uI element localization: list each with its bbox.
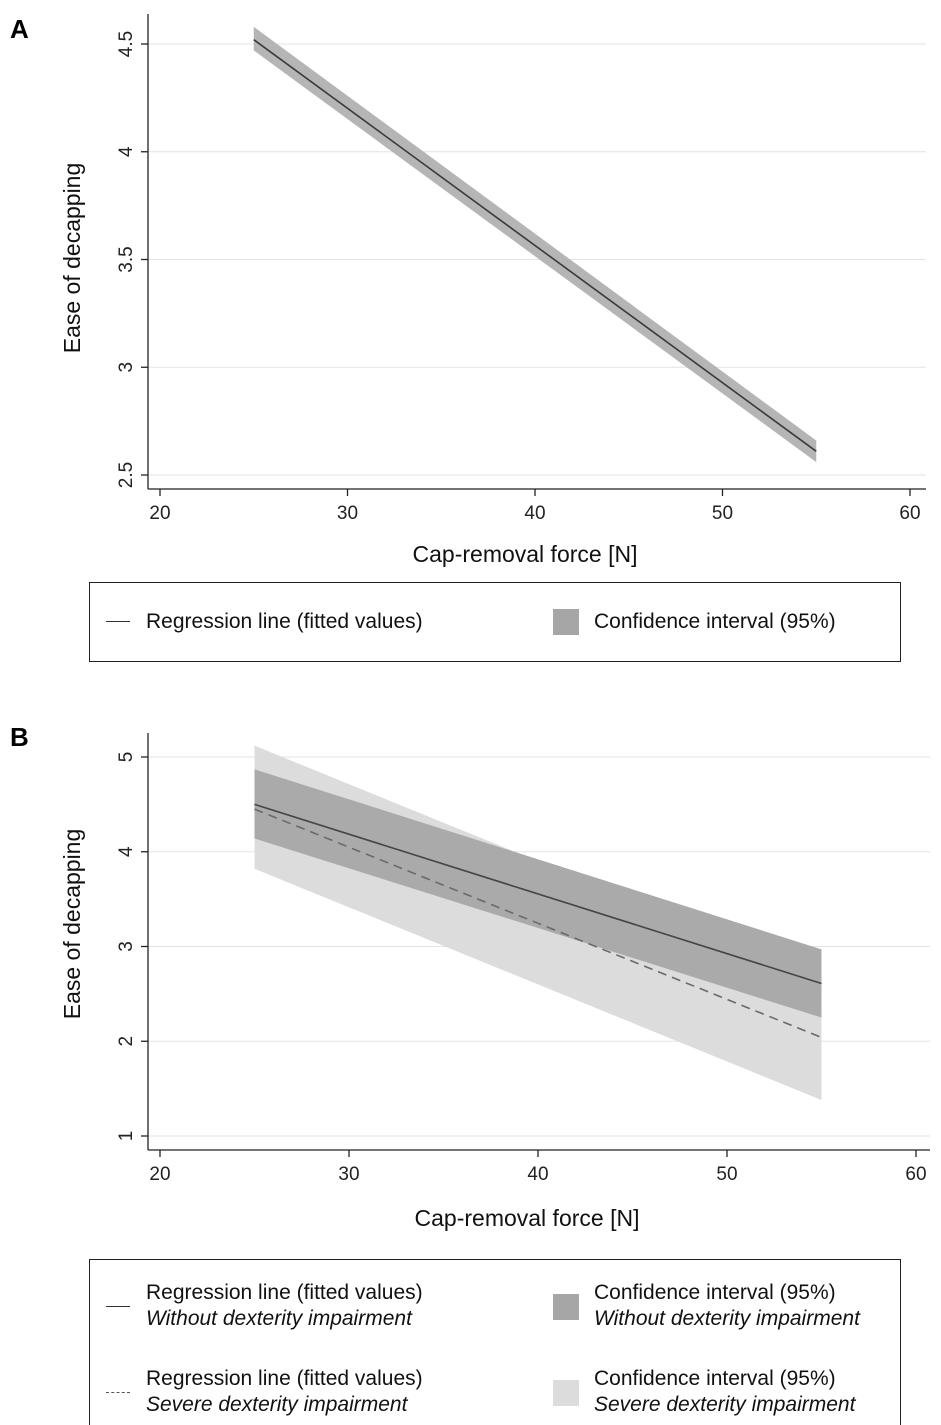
x-tick-label: 40	[524, 503, 545, 524]
legend-a-item-regression: Regression line (fitted values)	[104, 609, 423, 635]
y-axis-title: Ease of decapping	[59, 163, 85, 354]
x-tick-label: 30	[338, 1164, 359, 1185]
y-tick-label: 1	[116, 1131, 137, 1142]
y-tick-label: 3	[116, 362, 137, 373]
x-tick-label: 60	[905, 1164, 926, 1185]
confidence-band	[253, 26, 817, 463]
legend-b-label-regression-severe: Regression line (fitted values)	[146, 1367, 423, 1390]
legend-b-item-regression-severe: Regression line (fitted values) Severe d…	[104, 1366, 423, 1418]
x-tick-label: 60	[899, 503, 920, 524]
x-tick-label: 30	[337, 503, 358, 524]
legend-a-item-ci: Confidence interval (95%)	[552, 609, 836, 635]
legend-b-sublabel-ci-severe: Severe dexterity impairment	[594, 1393, 856, 1416]
legend-b-label-ci-without: Confidence interval (95%)	[594, 1281, 836, 1304]
regression-line	[253, 39, 817, 452]
legend-b-label-regression-without: Regression line (fitted values)	[146, 1281, 423, 1304]
y-tick-label: 4.5	[116, 31, 137, 57]
regression-line-dashed	[254, 808, 822, 1039]
legend-a-label-regression: Regression line (fitted values)	[146, 610, 423, 633]
x-axis-title: Cap-removal force [N]	[415, 1205, 640, 1231]
regression-line	[254, 803, 822, 985]
y-tick-label: 4	[116, 846, 137, 857]
legend-b-sublabel-without: Without dexterity impairment	[146, 1307, 412, 1330]
legend-b-label-ci-severe: Confidence interval (95%)	[594, 1367, 836, 1390]
x-axis-title: Cap-removal force [N]	[413, 541, 638, 567]
legend-b-sublabel-severe: Severe dexterity impairment	[146, 1393, 408, 1416]
x-tick-label: 50	[716, 1164, 737, 1185]
x-tick-label: 40	[527, 1164, 548, 1185]
y-axis-title: Ease of decapping	[59, 829, 85, 1020]
x-tick-label: 50	[712, 503, 733, 524]
legend-b-sublabel-ci-without: Without dexterity impairment	[594, 1307, 860, 1330]
legend-b-item-ci-severe: Confidence interval (95%) Severe dexteri…	[552, 1366, 855, 1418]
x-tick-label: 20	[149, 503, 170, 524]
legend-b-item-regression-without: Regression line (fitted values) Without …	[104, 1280, 423, 1332]
panel-letter-b: B	[10, 722, 29, 752]
legend-b: Regression line (fitted values) Without …	[89, 1259, 901, 1425]
plot-b: 1 2 3 4 5 20 30 40 50 60 Cap-removal force [N] Ease…	[59, 733, 930, 1231]
x-tick-label: 20	[149, 1164, 170, 1185]
y-tick-label: 2	[116, 1036, 137, 1047]
y-tick-label: 4	[116, 146, 137, 157]
legend-b-item-ci-without: Confidence interval (95%) Without dexter…	[552, 1280, 860, 1332]
y-tick-label: 2.5	[116, 462, 137, 488]
plot-a: 2.5 3 3.5 4 4.5 20 30 40 50 60 Cap-removal force […	[59, 14, 926, 567]
legend-a: Regression line (fitted values) Confiden…	[89, 582, 901, 662]
y-tick-label: 3.5	[116, 246, 137, 272]
y-tick-label: 5	[116, 752, 137, 763]
panel-letter-a: A	[10, 14, 29, 44]
legend-a-label-ci: Confidence interval (95%)	[594, 610, 836, 633]
y-tick-label: 3	[116, 941, 137, 952]
